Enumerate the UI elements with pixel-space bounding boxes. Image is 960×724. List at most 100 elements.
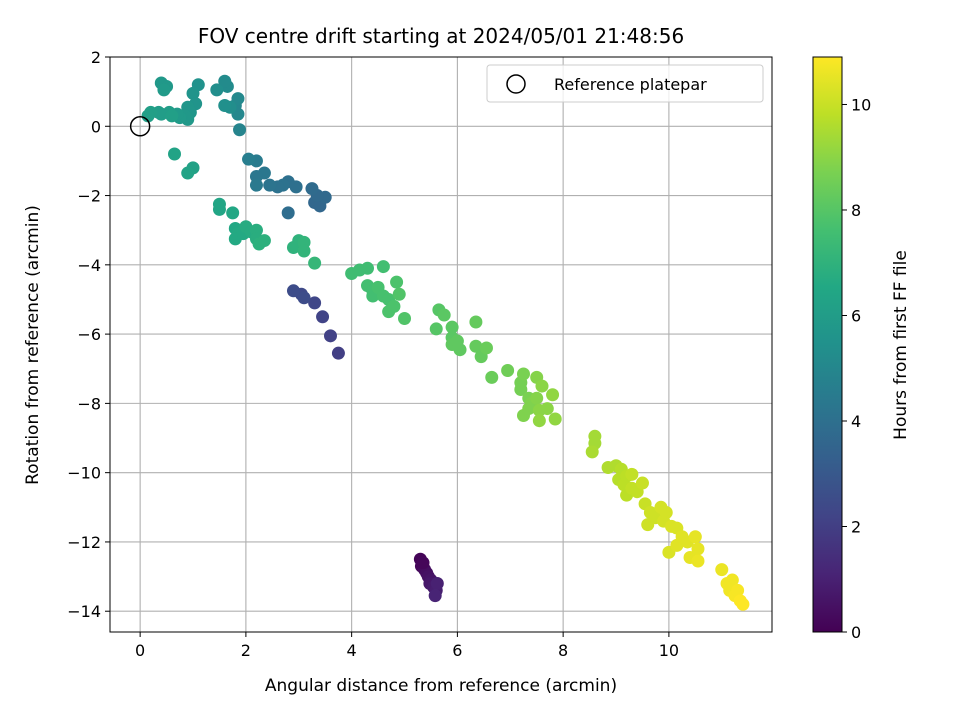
legend-entry-reference: Reference platepar <box>554 75 707 94</box>
data-point <box>181 166 195 180</box>
data-point <box>691 554 705 568</box>
data-point <box>165 109 179 123</box>
data-point <box>398 312 412 326</box>
data-point <box>445 320 459 334</box>
data-point <box>281 206 295 220</box>
data-point <box>323 329 337 343</box>
data-point <box>514 383 528 397</box>
data-point <box>736 597 750 611</box>
points-layer <box>141 74 750 611</box>
y-tick-label: −2 <box>77 187 101 206</box>
data-point <box>376 260 390 274</box>
data-point <box>212 202 226 216</box>
data-point <box>210 83 224 97</box>
data-point <box>286 284 300 298</box>
data-point <box>725 573 739 587</box>
y-axis-label: Rotation from reference (arcmin) <box>23 205 43 485</box>
data-point <box>387 299 401 313</box>
colorbar-ticks: 0 2 4 6 8 10 <box>842 95 871 642</box>
colorbar-tick-label: 4 <box>851 412 861 431</box>
data-point <box>691 542 705 556</box>
y-tick-label: −14 <box>67 602 101 621</box>
x-tick-label: 6 <box>452 641 462 660</box>
colorbar: 0 2 4 6 8 10 Hours from first FF file <box>812 56 911 642</box>
data-point <box>535 379 549 393</box>
data-point <box>437 308 451 322</box>
data-point <box>257 234 271 248</box>
x-axis-label: Angular distance from reference (arcmin) <box>265 676 617 696</box>
data-point <box>242 152 256 166</box>
data-point <box>540 402 554 416</box>
data-point <box>532 414 546 428</box>
y-tick-label: −8 <box>77 394 101 413</box>
data-point <box>546 388 560 402</box>
data-point <box>501 363 515 377</box>
colorbar-tick-label: 0 <box>851 623 861 642</box>
legend-reference-marker <box>506 74 526 94</box>
chart-title: FOV centre drift starting at 2024/05/01 … <box>198 24 684 48</box>
data-point <box>168 147 182 161</box>
data-point <box>361 261 375 275</box>
data-point <box>331 346 345 360</box>
data-point <box>308 256 322 270</box>
data-point <box>186 86 200 100</box>
data-point <box>688 530 702 544</box>
plot-frame <box>109 56 773 633</box>
data-point <box>428 589 442 603</box>
colorbar-label: Hours from first FF file <box>891 250 911 440</box>
colorbar-tick-label: 6 <box>851 306 861 325</box>
data-point <box>429 322 443 336</box>
data-point <box>392 287 406 301</box>
y-tick-label: −12 <box>67 533 101 552</box>
y-tick-label: −4 <box>77 256 101 275</box>
data-point <box>308 296 322 310</box>
data-point <box>469 315 483 329</box>
data-point <box>231 92 245 106</box>
data-point <box>233 123 247 137</box>
data-point <box>469 339 483 353</box>
data-point <box>522 402 536 416</box>
x-ticks: 0 2 4 6 8 10 <box>135 632 679 660</box>
data-point <box>297 244 311 258</box>
y-tick-label: 0 <box>91 117 101 136</box>
data-point <box>226 206 240 220</box>
data-point <box>731 583 745 597</box>
data-point <box>516 367 530 381</box>
y-tick-label: −10 <box>67 464 101 483</box>
data-point <box>659 505 673 519</box>
y-tick-label: 2 <box>91 48 101 67</box>
data-point <box>585 445 599 459</box>
reference-layer <box>129 116 151 137</box>
data-point <box>625 467 639 481</box>
x-tick-label: 2 <box>241 641 251 660</box>
data-point <box>218 98 232 112</box>
data-point <box>479 341 493 355</box>
data-point <box>249 178 263 192</box>
x-tick-label: 4 <box>347 641 357 660</box>
colorbar-gradient <box>812 56 843 633</box>
legend: Reference platepar <box>486 64 764 103</box>
colorbar-tick-label: 2 <box>851 517 861 536</box>
data-point <box>305 182 319 196</box>
data-point <box>635 476 649 490</box>
x-tick-label: 0 <box>135 641 145 660</box>
data-point <box>157 83 171 97</box>
x-tick-label: 10 <box>659 641 679 660</box>
data-point <box>390 275 404 289</box>
data-point <box>715 563 729 577</box>
colorbar-tick-label: 8 <box>851 201 861 220</box>
data-point <box>485 370 499 384</box>
y-ticks: 2 0 −2 −4 −6 −8 −10 −12 −14 <box>67 48 110 621</box>
data-point <box>141 109 155 123</box>
data-point <box>530 391 544 405</box>
legend-box <box>486 64 764 103</box>
data-point <box>316 310 330 324</box>
data-point <box>416 556 430 570</box>
data-point <box>218 74 232 88</box>
colorbar-tick-label: 10 <box>851 95 871 114</box>
y-tick-label: −6 <box>77 325 101 344</box>
data-point <box>453 343 467 357</box>
data-point <box>263 178 277 192</box>
